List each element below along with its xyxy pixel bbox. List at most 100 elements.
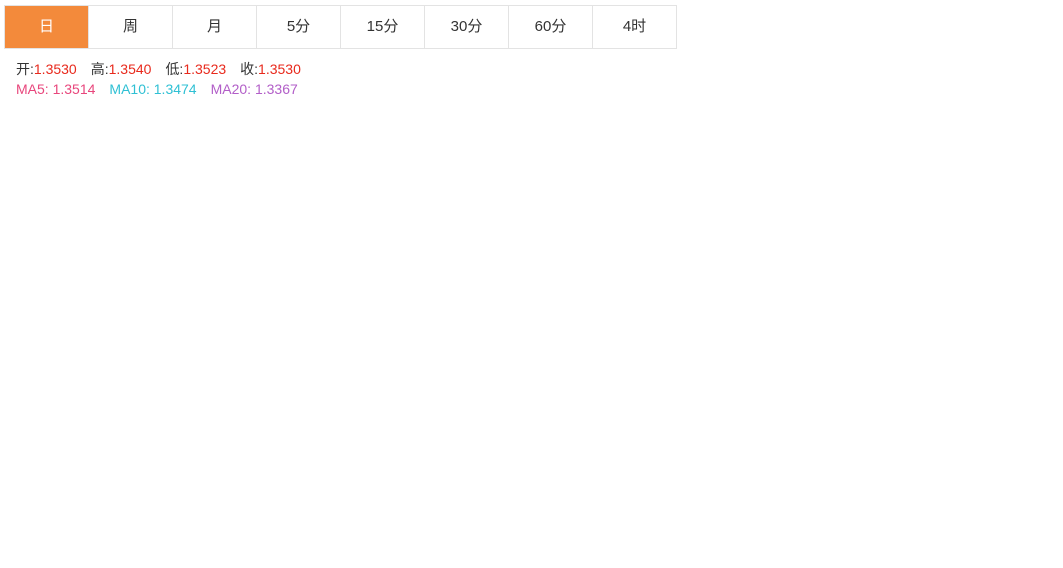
ohlc-value: 1.3540 (108, 61, 152, 77)
candle-body (449, 328, 460, 336)
ma-item: MA5: 1.3514 (16, 81, 95, 97)
ma-value: 1.3514 (52, 81, 96, 97)
ma-header: MA5: 1.3514 MA10: 1.3474 MA20: 1.3367 (16, 81, 312, 97)
candle-body (881, 325, 892, 331)
candle-body (175, 132, 186, 158)
y-tick-label: 1.3552 (1007, 284, 1047, 299)
candle-body (46, 237, 57, 265)
ma-item: MA10: 1.3474 (109, 81, 196, 97)
period-tab[interactable]: 60分 (509, 6, 593, 48)
candle-body (521, 436, 532, 441)
candle-body (593, 452, 604, 473)
ma-line (7, 189, 945, 474)
candle-body (564, 446, 575, 458)
candle-body (492, 389, 503, 406)
candle-body (809, 385, 820, 423)
ohlc-label: 低: (165, 61, 184, 77)
candle-body (3, 240, 13, 273)
candle-body (118, 155, 129, 176)
candle-body (766, 489, 777, 519)
candle-body (708, 502, 719, 511)
candle-body (89, 212, 100, 222)
period-tab[interactable]: 月 (173, 6, 257, 48)
candle-body (852, 362, 863, 368)
y-tick-label: 1.3355 (1007, 414, 1047, 429)
candle-body (147, 112, 157, 131)
ohlc-label: 开: (16, 61, 34, 77)
ohlc-label: 高: (90, 61, 109, 77)
last-price-label: 1.3530 (1007, 299, 1047, 314)
period-tab[interactable]: 日 (5, 6, 89, 48)
candle-body (535, 432, 546, 443)
candle-body (363, 287, 373, 389)
candle-body (420, 370, 431, 383)
candle-body (435, 333, 445, 373)
ohlc-value: 1.3530 (33, 61, 77, 77)
candle-body (219, 150, 229, 164)
ma-item: MA20: 1.3367 (211, 81, 298, 97)
period-tab[interactable]: 30分 (425, 6, 509, 48)
candle-body (190, 150, 201, 156)
period-tab[interactable]: 4时 (593, 6, 677, 48)
candle-body (478, 350, 489, 392)
ohlc-item: 高:1.3540 (91, 61, 152, 77)
candle-body (867, 330, 877, 369)
candle-body (723, 479, 733, 503)
ohlc-header: 开:1.3530 高:1.3540 低:1.3523 收:1.3530 (16, 59, 315, 79)
candle-body (507, 403, 517, 439)
candle-body (305, 202, 316, 324)
y-tick-label: 1.3848 (1007, 88, 1047, 103)
ma-label: MA20: (210, 81, 252, 97)
y-tick-label: 1.3158 (1007, 544, 1047, 559)
candle-body (679, 474, 690, 509)
candle-body (103, 158, 114, 216)
candle-body (665, 507, 676, 519)
candle-body (406, 378, 417, 383)
candle-body (319, 321, 330, 326)
candle-body (391, 382, 402, 411)
period-tab[interactable]: 5分 (257, 6, 341, 48)
y-tick-label: 1.3454 (1007, 348, 1047, 363)
ohlc-item: 收:1.3530 (240, 61, 301, 77)
y-tick-label: 1.3651 (1007, 218, 1047, 233)
candle-body (463, 326, 474, 355)
candle-body (161, 112, 172, 133)
candle-body (132, 130, 143, 179)
candle-body (377, 386, 388, 411)
ohlc-item: 低:1.3523 (165, 61, 226, 77)
ma-label: MA10: (109, 81, 150, 97)
candle-body (334, 285, 345, 329)
candle-body (550, 438, 561, 443)
period-tab[interactable]: 15分 (341, 6, 425, 48)
candle-body (75, 219, 85, 271)
ohlc-value: 1.3523 (183, 61, 227, 77)
ohlc-value: 1.3530 (258, 61, 301, 77)
ma-line (7, 134, 945, 502)
candle-body (895, 303, 906, 328)
candle-body (276, 212, 287, 253)
candle-body (939, 306, 949, 308)
candle-body (607, 452, 618, 498)
ohlc-label: 收: (240, 61, 259, 77)
candle-body (247, 133, 258, 206)
candle-body (838, 362, 849, 396)
ma-label: MA5: (16, 81, 49, 97)
candle-body (795, 422, 805, 496)
ma-value: 1.3367 (254, 81, 298, 97)
period-tabs: 日周月 5分 15分 30分 60分 4时 (4, 5, 677, 49)
period-tab[interactable]: 周 (89, 6, 173, 48)
candle-body (751, 440, 762, 492)
candle-body (262, 200, 273, 216)
candle-body (910, 304, 921, 339)
y-tick-label: 1.3750 (1007, 153, 1047, 168)
candle-body (636, 479, 647, 492)
candle-body (737, 440, 748, 490)
ma-line (7, 146, 945, 494)
candle-body (579, 455, 589, 471)
candle-body (31, 245, 42, 251)
candle-body (233, 135, 244, 166)
candle-body (291, 202, 301, 253)
candle-body (694, 485, 705, 511)
candle-body (622, 477, 633, 501)
